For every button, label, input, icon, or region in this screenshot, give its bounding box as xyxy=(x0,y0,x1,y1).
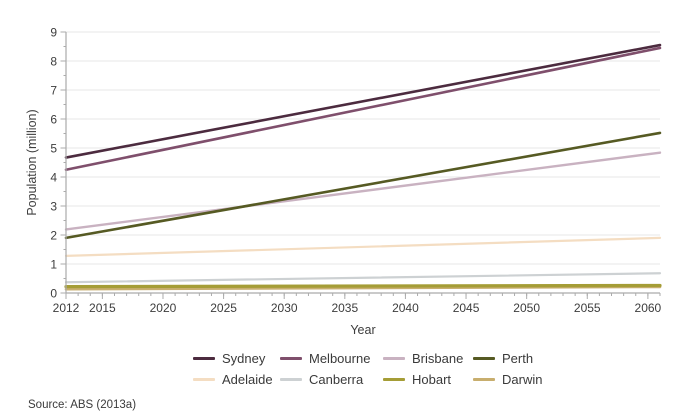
x-axis-title: Year xyxy=(350,323,375,337)
chart-legend: Sydney Melbourne Brisbane Perth Adelaide Canb… xyxy=(193,351,558,387)
legend-item-darwin: Darwin xyxy=(473,372,558,387)
x-tick-label: 2060 xyxy=(635,301,662,315)
legend-label: Hobart xyxy=(412,372,452,387)
legend-item-sydney: Sydney xyxy=(193,351,280,366)
series-line-adelaide xyxy=(64,236,662,257)
legend-swatch-hobart xyxy=(383,378,405,381)
legend-item-hobart: Hobart xyxy=(383,372,473,387)
y-tick-label: 4 xyxy=(50,171,57,185)
legend-label: Canberra xyxy=(309,372,364,387)
series-line-darwin xyxy=(64,285,662,291)
legend-swatch-sydney xyxy=(193,357,215,360)
y-tick-label: 5 xyxy=(50,142,57,156)
source-note: Source: ABS (2013a) xyxy=(28,399,137,411)
x-tick-label: 2035 xyxy=(331,301,358,315)
legend-swatch-adelaide xyxy=(193,378,215,381)
legend-label: Darwin xyxy=(502,372,543,387)
legend-item-perth: Perth xyxy=(473,351,558,366)
y-tick-label: 8 xyxy=(50,55,57,69)
y-tick-label: 3 xyxy=(50,200,57,214)
x-tick-label: 2040 xyxy=(392,301,419,315)
legend-swatch-melbourne xyxy=(280,357,302,360)
legend-swatch-perth xyxy=(473,357,495,360)
y-tick-label: 2 xyxy=(50,229,57,243)
series-line-perth xyxy=(64,131,662,240)
legend-swatch-canberra xyxy=(280,378,302,381)
legend-swatch-darwin xyxy=(473,378,495,381)
y-axis-title: Population (million) xyxy=(25,109,39,215)
y-tick-label: 7 xyxy=(50,84,57,98)
legend-swatch-brisbane xyxy=(383,357,405,360)
legend-item-brisbane: Brisbane xyxy=(383,351,473,366)
y-tick-label: 0 xyxy=(50,287,57,301)
legend-label: Perth xyxy=(502,351,534,366)
legend-label: Sydney xyxy=(222,351,266,366)
x-tick-label: 2020 xyxy=(150,301,177,315)
series-line-hobart xyxy=(64,283,662,289)
series-line-melbourne xyxy=(64,46,662,172)
y-tick-label: 1 xyxy=(50,258,57,272)
population-projection-line-chart: 0 1 2 3 4 5 6 7 8 9 2012 2015 2020 2025 2030 2035 2040 20… xyxy=(25,26,662,337)
x-tick-label: 2015 xyxy=(89,301,116,315)
series-line-sydney xyxy=(64,43,662,159)
legend-label: Melbourne xyxy=(309,351,371,366)
series-line-brisbane xyxy=(64,151,662,231)
legend-item-melbourne: Melbourne xyxy=(280,351,383,366)
legend-label: Adelaide xyxy=(222,372,273,387)
x-tick-label: 2045 xyxy=(453,301,480,315)
series-line-canberra xyxy=(64,272,662,284)
y-tick-label: 6 xyxy=(50,113,57,127)
x-tick-label: 2025 xyxy=(210,301,237,315)
legend-item-adelaide: Adelaide xyxy=(193,372,280,387)
legend-label: Brisbane xyxy=(412,351,464,366)
x-tick-label: 2030 xyxy=(271,301,298,315)
x-tick-label: 2012 xyxy=(53,301,80,315)
legend-item-canberra: Canberra xyxy=(280,372,383,387)
x-tick-label: 2050 xyxy=(513,301,540,315)
x-tick-label: 2055 xyxy=(574,301,601,315)
y-tick-label: 9 xyxy=(50,26,57,40)
